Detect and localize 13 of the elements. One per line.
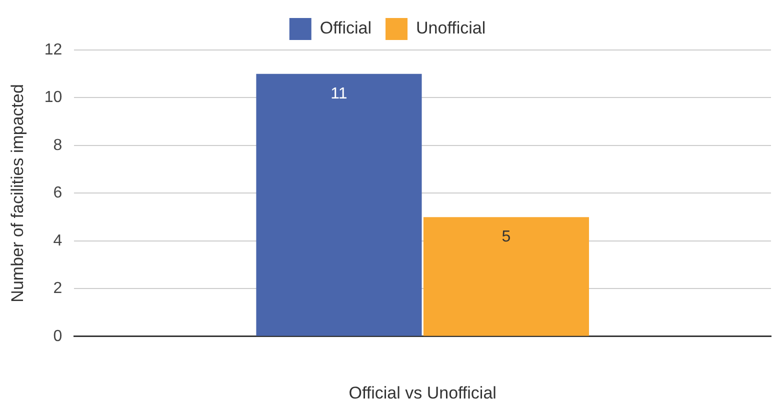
data-label: 5 [502, 228, 511, 246]
y-tick-label: 6 [53, 184, 62, 202]
y-tick-label: 0 [53, 328, 62, 345]
y-tick-label: 12 [44, 41, 62, 58]
y-tick-label: 10 [44, 89, 62, 106]
x-axis-title: Official vs Unofficial [348, 383, 496, 402]
y-axis-title: Number of facilities impacted [8, 84, 27, 302]
data-label: 11 [330, 85, 348, 102]
y-tick-label: 4 [53, 232, 62, 250]
legend-label: Official [320, 18, 372, 38]
legend-label: Unofficial [416, 18, 486, 38]
y-tick-label: 2 [53, 280, 62, 298]
y-tick-label: 8 [53, 136, 62, 154]
